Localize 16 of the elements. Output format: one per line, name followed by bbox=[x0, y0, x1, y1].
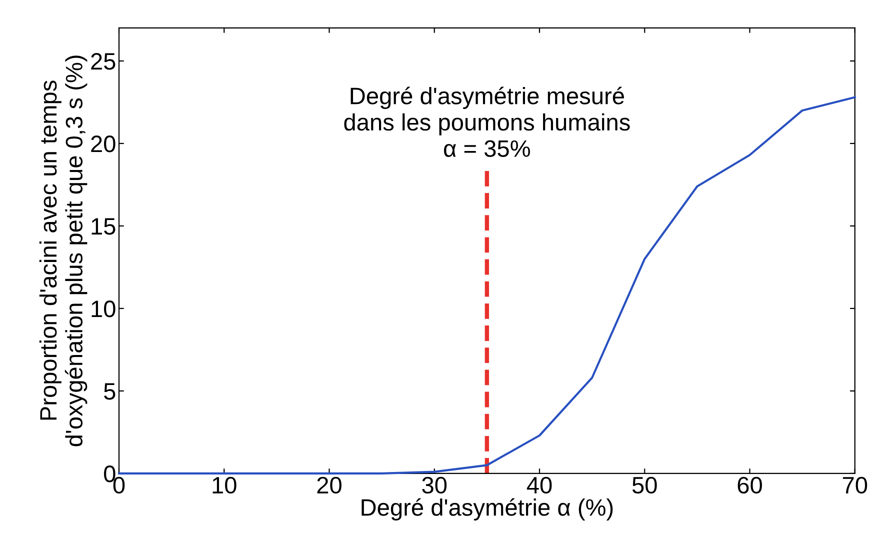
y-axis-title: Proportion d'acini avec un temps d'oxygénation plus petit que 0,3 s (%) bbox=[39, 56, 88, 446]
y-tick-label: 10 bbox=[92, 300, 116, 318]
x-axis-title: Degré d'asymétrie α (%) bbox=[362, 498, 613, 521]
x-tick-label: 70 bbox=[842, 476, 868, 494]
x-tick-label: 60 bbox=[738, 476, 762, 494]
y-tick-label: 20 bbox=[91, 136, 116, 152]
x-tick-label: 50 bbox=[632, 476, 657, 494]
x-tick-label: 40 bbox=[526, 476, 552, 494]
y-tick-label: 25 bbox=[91, 53, 116, 70]
x-tick-label: 20 bbox=[317, 476, 342, 494]
x-tick-label: 30 bbox=[422, 476, 447, 494]
y-tick-label: 0 bbox=[104, 466, 116, 482]
y-tick-label: 5 bbox=[104, 383, 116, 400]
x-tick-label: 10 bbox=[212, 476, 236, 494]
y-tick-label: 15 bbox=[92, 218, 116, 235]
ref-line-label: Degré d'asymétrie mesuré dans les poumons humains α = 35% bbox=[344, 86, 630, 157]
